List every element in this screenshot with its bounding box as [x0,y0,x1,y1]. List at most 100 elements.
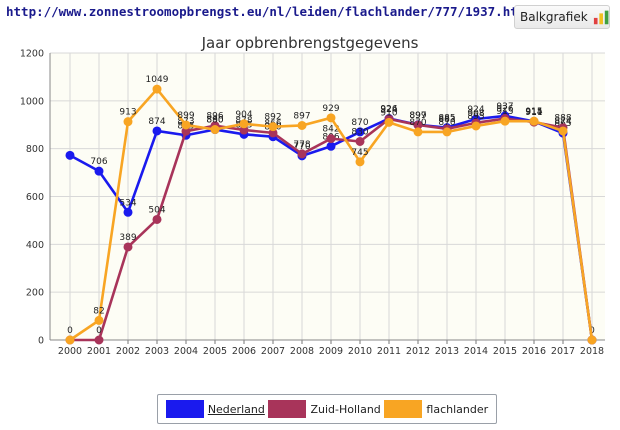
legend-item-flachlander[interactable]: flachlander [384,400,488,418]
data-label-zuid-holland: 0 [96,326,102,336]
data-label-zuid-holland: 778 [293,140,310,150]
y-tick-label: 600 [26,192,44,203]
data-label-flachlander: 874 [554,117,571,127]
data-point-flachlander [500,116,510,126]
data-label-nederland: 706 [90,157,107,167]
legend-label: flachlander [426,402,489,416]
data-label-zuid-holland: 842 [322,125,339,135]
data-point-flachlander [94,315,104,325]
page-url-link[interactable]: http://www.zonnestroomopbrengst.eu/nl/le… [6,4,533,19]
data-label-flachlander: 0 [67,326,73,336]
data-point-zuid-holland [326,134,336,144]
data-label-zuid-holland: 883 [438,115,455,125]
legend-label: Nederland [207,402,265,416]
x-tick-label: 2006 [232,346,256,357]
data-label-flachlander: 929 [322,104,339,114]
data-point-flachlander [297,120,307,130]
data-point-zuid-holland [355,136,365,146]
data-point-flachlander [210,125,220,135]
x-tick-label: 2016 [522,346,546,357]
data-label-nederland: 926 [380,105,397,115]
data-point-flachlander [558,126,568,136]
x-tick-label: 2018 [580,346,604,357]
data-label-flachlander: 915 [525,107,542,117]
data-point-flachlander [239,119,249,129]
data-label-flachlander: 82 [93,306,104,316]
data-label-zuid-holland: 899 [409,111,426,121]
data-point-flachlander [413,127,423,137]
x-tick-label: 2008 [290,346,314,357]
data-label-nederland: 890 [206,116,223,126]
data-point-flachlander [471,121,481,131]
data-label-nederland: 937 [496,102,513,112]
data-point-nederland [65,150,75,160]
legend-swatch [268,400,307,418]
y-tick-label: 400 [26,240,44,251]
data-point-flachlander [587,335,597,345]
data-point-flachlander [355,157,365,167]
data-label-nederland: 885 [438,114,455,124]
data-label-flachlander: 913 [119,108,136,118]
data-label-zuid-holland: 830 [351,127,368,137]
x-tick-label: 2011 [377,346,401,357]
data-label-nederland: 534 [119,198,136,208]
x-tick-label: 2014 [464,346,488,357]
x-tick-label: 2005 [203,346,227,357]
chart-title: Jaar opbrenbrengstgegevens [201,34,419,52]
data-label-flachlander: 880 [206,116,223,126]
y-tick-label: 1200 [20,49,44,60]
data-label-flachlander: 897 [293,111,310,121]
x-tick-label: 2003 [145,346,169,357]
x-tick-label: 2000 [58,346,82,357]
data-point-nederland [355,127,365,137]
data-label-zuid-holland: 926 [496,105,513,115]
legend-item-zuid-holland[interactable]: Zuid-Holland [268,400,381,418]
data-point-nederland [94,166,104,176]
data-label-zuid-holland: 896 [206,112,223,122]
legend-swatch [384,400,423,418]
data-point-flachlander [384,117,394,127]
x-tick-label: 2004 [174,346,198,357]
data-label-flachlander: 870 [409,118,426,128]
data-point-flachlander [326,113,336,123]
data-point-nederland [123,207,133,217]
data-label-zuid-holland: 911 [525,108,542,118]
data-point-nederland [326,141,336,151]
x-tick-label: 2017 [551,346,575,357]
legend-swatch [165,400,204,418]
data-point-zuid-holland [123,242,133,252]
data-point-flachlander [65,335,75,345]
data-label-zuid-holland: 504 [148,205,165,215]
x-tick-label: 2012 [406,346,430,357]
y-tick-label: 200 [26,288,44,299]
legend-label: Zuid-Holland [310,402,381,416]
x-tick-label: 2002 [116,346,140,357]
x-tick-label: 2015 [493,346,517,357]
data-label-flachlander: 899 [177,111,194,121]
data-point-zuid-holland [94,335,104,345]
data-label-flachlander: 1049 [146,75,169,85]
data-label-flachlander: 895 [467,112,484,122]
bar-chart-button[interactable]: Balkgrafiek [514,5,610,29]
chart-legend: Nederland Zuid-Holland flachlander [157,394,497,424]
y-tick-label: 1000 [20,96,44,107]
x-tick-label: 2013 [435,346,459,357]
data-label-flachlander: 745 [351,148,368,158]
data-label-nederland: 0 [589,326,595,336]
data-label-nederland: 897 [409,111,426,121]
data-point-flachlander [529,116,539,126]
legend-item-nederland[interactable]: Nederland [165,400,265,418]
data-label-nederland: 924 [467,105,484,115]
data-label-flachlander: 915 [496,107,513,117]
data-label-flachlander: 910 [380,108,397,118]
data-label-zuid-holland: 908 [467,109,484,119]
data-label-flachlander: 904 [235,110,252,120]
data-label-nederland: 914 [525,107,542,117]
x-tick-label: 2010 [348,346,372,357]
data-label-zuid-holland: 389 [119,233,136,243]
data-label-flachlander: 870 [438,118,455,128]
data-point-flachlander [123,117,133,127]
data-label-nederland: 770 [293,142,310,152]
data-label-zuid-holland: 888 [554,114,571,124]
